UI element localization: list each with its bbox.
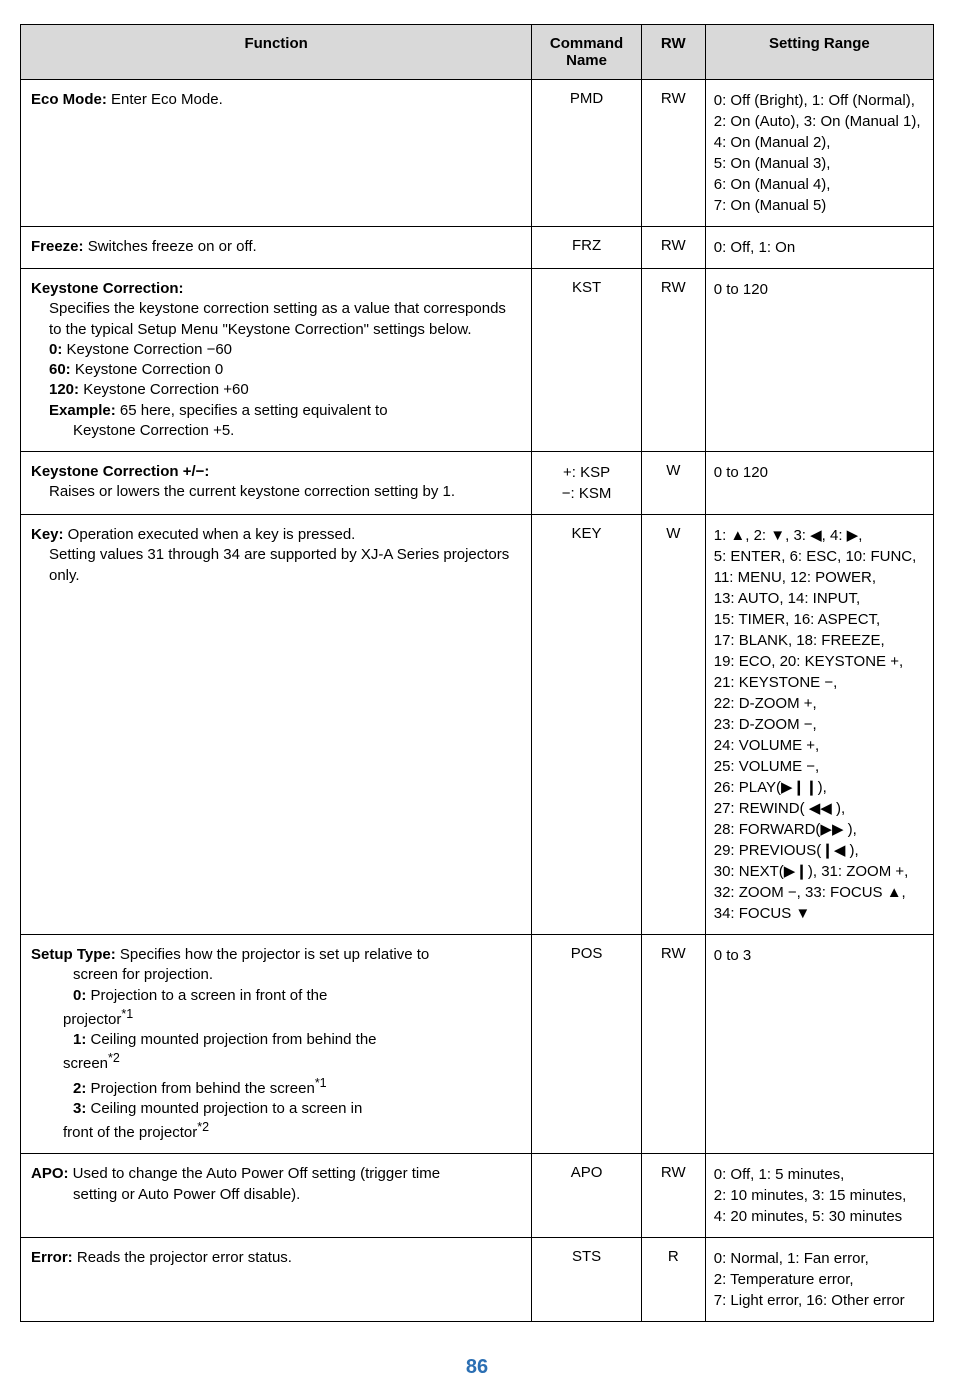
rw-cell: RW: [641, 935, 705, 1154]
range-cell: 0 to 120: [705, 452, 933, 515]
func-lead: Error:: [31, 1249, 73, 1266]
func-line: Raises or lowers the current keystone co…: [31, 482, 521, 502]
rw-cell: RW: [641, 227, 705, 269]
range-cell: 0 to 3: [705, 935, 933, 1154]
func-line: 2: Projection from behind the screen*1: [31, 1075, 521, 1099]
function-cell: Error: Reads the projector error status.: [21, 1238, 532, 1322]
table-row: Eco Mode: Enter Eco Mode.PMDRW0: Off (Br…: [21, 80, 934, 227]
func-line: screen*2: [31, 1050, 521, 1074]
func-line: Key: Operation executed when a key is pr…: [31, 525, 521, 545]
table-row: Setup Type: Specifies how the projector …: [21, 935, 934, 1154]
func-rest: Switches freeze on or off.: [84, 238, 257, 255]
range-cell: 0 to 120: [705, 269, 933, 452]
range-cell: 0: Normal, 1: Fan error,2: Temperature e…: [705, 1238, 933, 1322]
rw-cell: W: [641, 452, 705, 515]
page-container: Function Command Name RW Setting Range E…: [20, 24, 934, 1379]
function-cell: Setup Type: Specifies how the projector …: [21, 935, 532, 1154]
header-rw: RW: [641, 25, 705, 80]
func-line: projector*1: [31, 1006, 521, 1030]
function-cell: Keystone Correction +/−:Raises or lowers…: [21, 452, 532, 515]
func-line: Specifies the keystone correction settin…: [31, 299, 521, 340]
function-cell: Keystone Correction:Specifies the keysto…: [21, 269, 532, 452]
func-line: Setup Type: Specifies how the projector …: [31, 945, 521, 965]
table-row: Keystone Correction +/−:Raises or lowers…: [21, 452, 934, 515]
func-line: 1: Ceiling mounted projection from behin…: [31, 1030, 521, 1050]
table-row: Error: Reads the projector error status.…: [21, 1238, 934, 1322]
func-lead: Freeze:: [31, 238, 84, 255]
function-cell: APO: Used to change the Auto Power Off s…: [21, 1154, 532, 1238]
func-line: Setting values 31 through 34 are support…: [31, 545, 521, 586]
command-cell: PMD: [532, 80, 642, 227]
table-row: APO: Used to change the Auto Power Off s…: [21, 1154, 934, 1238]
function-cell: Key: Operation executed when a key is pr…: [21, 515, 532, 935]
range-cell: 0: Off (Bright), 1: Off (Normal),2: On (…: [705, 80, 933, 227]
table-header: Function Command Name RW Setting Range: [21, 25, 934, 80]
rw-cell: R: [641, 1238, 705, 1322]
function-cell: Eco Mode: Enter Eco Mode.: [21, 80, 532, 227]
rw-cell: RW: [641, 269, 705, 452]
range-cell: 1: ▲, 2: ▼, 3: ◀, 4: ▶,5: ENTER, 6: ESC,…: [705, 515, 933, 935]
table-row: Freeze: Switches freeze on or off.FRZRW0…: [21, 227, 934, 269]
func-line: 120: Keystone Correction +60: [31, 380, 521, 400]
func-line: Example: 65 here, specifies a setting eq…: [31, 401, 521, 421]
table-row: Keystone Correction:Specifies the keysto…: [21, 269, 934, 452]
command-cell: STS: [532, 1238, 642, 1322]
rw-cell: RW: [641, 1154, 705, 1238]
func-line: front of the projector*2: [31, 1119, 521, 1143]
range-cell: 0: Off, 1: On: [705, 227, 933, 269]
func-rest: Enter Eco Mode.: [107, 91, 223, 108]
command-cell: POS: [532, 935, 642, 1154]
func-rest: Reads the projector error status.: [73, 1249, 292, 1266]
func-line: 0: Keystone Correction −60: [31, 340, 521, 360]
func-line: APO: Used to change the Auto Power Off s…: [31, 1164, 521, 1184]
command-cell: +: KSP−: KSM: [532, 452, 642, 515]
table-row: Key: Operation executed when a key is pr…: [21, 515, 934, 935]
func-line: 60: Keystone Correction 0: [31, 360, 521, 380]
rw-cell: W: [641, 515, 705, 935]
table-body: Eco Mode: Enter Eco Mode.PMDRW0: Off (Br…: [21, 80, 934, 1322]
func-line: 3: Ceiling mounted projection to a scree…: [31, 1099, 521, 1119]
header-command: Command Name: [532, 25, 642, 80]
func-line: 0: Projection to a screen in front of th…: [31, 986, 521, 1006]
command-cell: FRZ: [532, 227, 642, 269]
func-line: screen for projection.: [31, 965, 521, 985]
header-function: Function: [21, 25, 532, 80]
command-cell: APO: [532, 1154, 642, 1238]
page-number: 86: [20, 1356, 934, 1379]
func-line: Keystone Correction +5.: [31, 421, 521, 441]
range-cell: 0: Off, 1: 5 minutes,2: 10 minutes, 3: 1…: [705, 1154, 933, 1238]
func-line: setting or Auto Power Off disable).: [31, 1185, 521, 1205]
header-range: Setting Range: [705, 25, 933, 80]
rw-cell: RW: [641, 80, 705, 227]
command-cell: KST: [532, 269, 642, 452]
function-cell: Freeze: Switches freeze on or off.: [21, 227, 532, 269]
func-lead: Eco Mode:: [31, 91, 107, 108]
func-line: Keystone Correction:: [31, 279, 521, 299]
command-cell: KEY: [532, 515, 642, 935]
command-table: Function Command Name RW Setting Range E…: [20, 24, 934, 1322]
func-line: Keystone Correction +/−:: [31, 462, 521, 482]
